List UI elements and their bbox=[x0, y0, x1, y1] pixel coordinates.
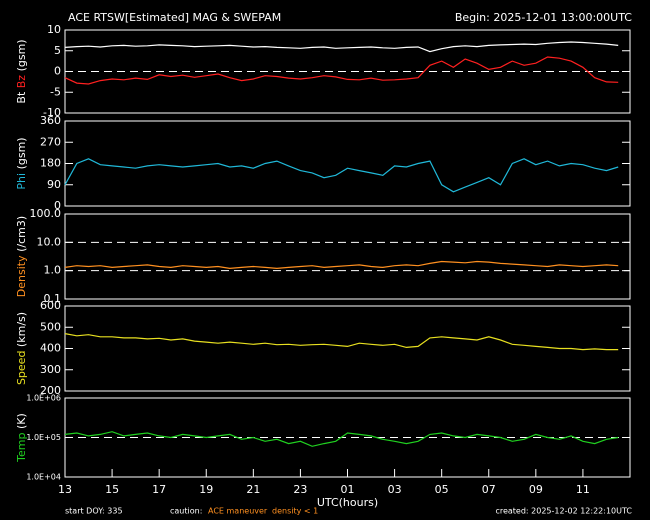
y-label-units: (/cm3) bbox=[15, 216, 28, 252]
x-tick-label: 11 bbox=[576, 483, 590, 496]
y-label-series: Phi bbox=[15, 173, 28, 190]
y-tick-label: 1.0 bbox=[44, 264, 62, 277]
x-tick-label: 19 bbox=[199, 483, 213, 496]
start-doy: start DOY: 335 bbox=[65, 507, 123, 516]
y-axis-label: Phi (gsm) bbox=[15, 137, 28, 189]
y-axis-label: Speed (km/s) bbox=[15, 312, 28, 385]
series-line bbox=[64, 333, 619, 351]
y-label-units: (gsm) bbox=[15, 39, 28, 71]
y-tick-label: -10 bbox=[43, 106, 61, 119]
y-tick-label: 600 bbox=[40, 299, 61, 312]
series-line bbox=[64, 158, 619, 193]
x-tick-label: 03 bbox=[388, 483, 402, 496]
x-tick-label: 23 bbox=[293, 483, 307, 496]
y-axis-label: Temp (K) bbox=[15, 413, 28, 463]
y-tick-label: 270 bbox=[40, 135, 61, 148]
series-line bbox=[64, 56, 619, 85]
series-line bbox=[64, 431, 619, 447]
y-label-units: (K) bbox=[15, 413, 28, 429]
panel-frame bbox=[64, 305, 631, 392]
y-axis-label: Bt Bz (gsm) bbox=[15, 39, 28, 103]
y-tick-label: 200 bbox=[40, 384, 61, 397]
y-tick-label: -5 bbox=[50, 85, 61, 98]
y-label-series: Speed bbox=[15, 351, 28, 385]
y-label-series: Bt bbox=[15, 91, 28, 104]
y-tick-label: 0.1 bbox=[44, 292, 62, 305]
y-tick-label: 1.0E+05 bbox=[26, 433, 61, 442]
y-tick-label: 360 bbox=[40, 114, 61, 127]
y-label-series: Temp bbox=[15, 432, 28, 462]
begin-time: Begin: 2025-12-01 13:00:00UTC bbox=[455, 11, 632, 24]
series-line bbox=[64, 260, 619, 270]
x-tick-label: 07 bbox=[482, 483, 496, 496]
y-tick-label: 5 bbox=[54, 44, 61, 57]
y-tick-label: 300 bbox=[40, 363, 61, 376]
x-tick-label: 17 bbox=[152, 483, 166, 496]
series-line bbox=[64, 41, 619, 53]
y-tick-label: 180 bbox=[40, 157, 61, 170]
y-tick-label: 1.0E+06 bbox=[26, 394, 61, 403]
y-axis-label: Density (/cm3) bbox=[15, 216, 28, 297]
x-tick-label: 21 bbox=[246, 483, 260, 496]
density-flag: density < 1 bbox=[272, 507, 318, 516]
y-label-units: (km/s) bbox=[15, 312, 28, 347]
created-time: created: 2025-12-02 12:22:10UTC bbox=[495, 507, 632, 516]
x-axis-label: UTC(hours) bbox=[317, 496, 378, 509]
panel-frame bbox=[64, 213, 631, 300]
caution: caution: bbox=[170, 507, 202, 516]
y-tick-label: 1.0E+04 bbox=[26, 473, 61, 482]
x-tick-label: 01 bbox=[341, 483, 355, 496]
x-tick-label: 09 bbox=[529, 483, 543, 496]
y-tick-label: 0 bbox=[54, 199, 61, 212]
y-label-series: Density bbox=[15, 255, 28, 297]
x-tick-label: 13 bbox=[58, 483, 72, 496]
y-tick-label: 100.0 bbox=[30, 207, 62, 220]
maneuver: ACE maneuver bbox=[208, 507, 268, 516]
y-label-series: Bz bbox=[15, 75, 28, 89]
y-tick-label: 90 bbox=[47, 178, 61, 191]
panel-frame bbox=[64, 120, 631, 207]
x-tick-label: 05 bbox=[435, 483, 449, 496]
chart-title: ACE RTSW[Estimated] MAG & SWEPAM bbox=[68, 11, 281, 24]
y-tick-label: 500 bbox=[40, 320, 61, 333]
y-tick-label: 400 bbox=[40, 342, 61, 355]
y-tick-label: 0 bbox=[54, 65, 61, 78]
y-label-units: (gsm) bbox=[15, 137, 28, 169]
y-tick-label: 10 bbox=[47, 23, 61, 36]
x-tick-label: 15 bbox=[105, 483, 119, 496]
y-tick-label: 10.0 bbox=[37, 235, 62, 248]
